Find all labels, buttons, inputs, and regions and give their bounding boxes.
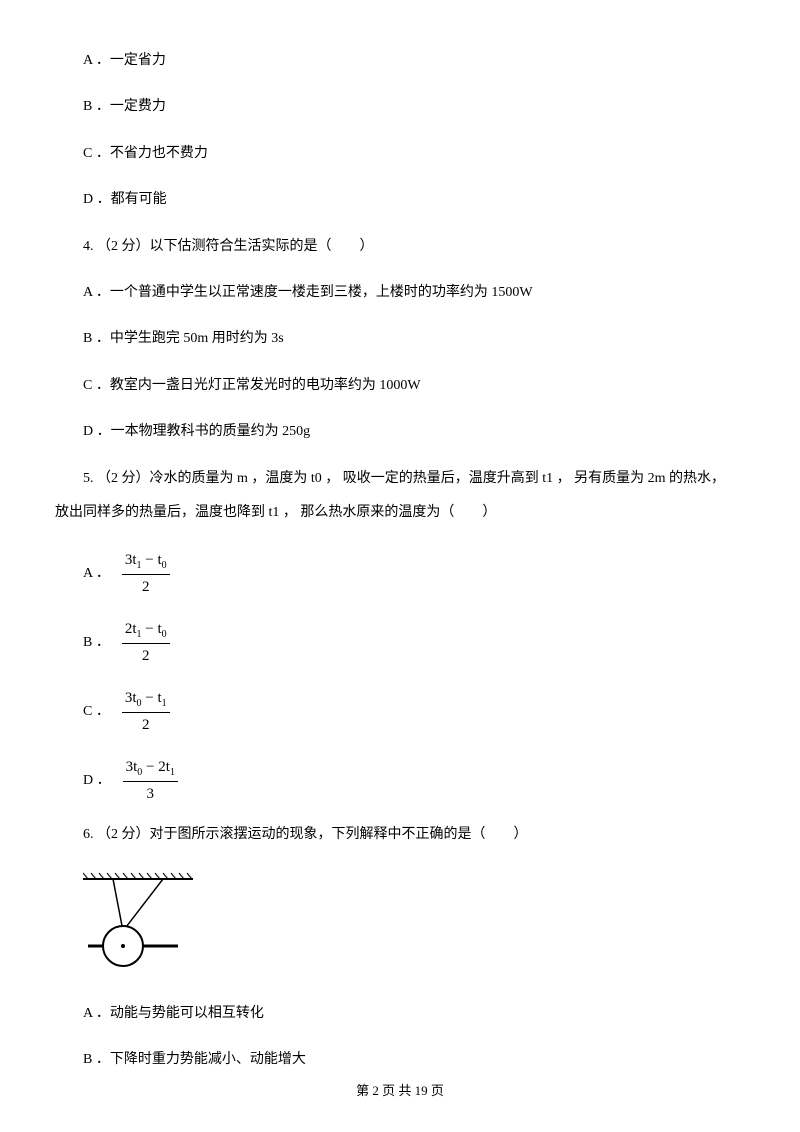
- q5-line1: 5. （2 分）冷水的质量为 m ，温度为 t0 ， 吸收一定的热量后，温度升高…: [55, 468, 765, 490]
- q3-option-c: C ．不省力也不费力: [55, 143, 765, 165]
- q6-option-b: B ．下降时重力势能减小、动能增大: [55, 1049, 765, 1071]
- page-footer: 第 2 页 共 19 页: [0, 1081, 800, 1102]
- q6-figure: [55, 871, 765, 979]
- q5-label-d: D ．: [83, 770, 111, 792]
- pendulum-icon: [83, 871, 193, 971]
- q3-option-a: A ．一定省力: [55, 50, 765, 72]
- q6-option-a: A ．动能与势能可以相互转化: [55, 1003, 765, 1025]
- q5-text: 5. （2 分）冷水的质量为 m ，温度为 t0 ， 吸收一定的热量后，温度升高…: [55, 468, 765, 525]
- q5-label-a: A ．: [83, 563, 110, 585]
- q5-fraction-a: 3t1 − t0 2: [122, 548, 170, 599]
- q6-text: 6. （2 分）对于图所示滚摆运动的现象，下列解释中不正确的是（ ）: [55, 824, 765, 846]
- q5-line2: 放出同样多的热量后，温度也降到 t1 ， 那么热水原来的温度为（ ）: [55, 502, 765, 524]
- q5-option-d: D ． 3t0 − 2t1 3: [55, 755, 765, 806]
- q5-label-b: B ．: [83, 632, 110, 654]
- q4-option-d: D ．一本物理教科书的质量约为 250g: [55, 421, 765, 443]
- q5-option-a: A ． 3t1 − t0 2: [55, 548, 765, 599]
- q5-fraction-d: 3t0 − 2t1 3: [123, 755, 178, 806]
- q5-fraction-c: 3t0 − t1 2: [122, 686, 170, 737]
- q3-option-b: B ．一定费力: [55, 96, 765, 118]
- q5-fraction-b: 2t1 − t0 2: [122, 617, 170, 668]
- q3-option-d: D ．都有可能: [55, 189, 765, 211]
- q5-label-c: C ．: [83, 701, 110, 723]
- q5-option-c: C ． 3t0 − t1 2: [55, 686, 765, 737]
- q4-option-b: B ．中学生跑完 50m 用时约为 3s: [55, 328, 765, 350]
- q4-option-a: A ．一个普通中学生以正常速度一楼走到三楼，上楼时的功率约为 1500W: [55, 282, 765, 304]
- q4-option-c: C ．教室内一盏日光灯正常发光时的电功率约为 1000W: [55, 375, 765, 397]
- q5-option-b: B ． 2t1 − t0 2: [55, 617, 765, 668]
- q4-text: 4. （2 分）以下估测符合生活实际的是（ ）: [55, 236, 765, 258]
